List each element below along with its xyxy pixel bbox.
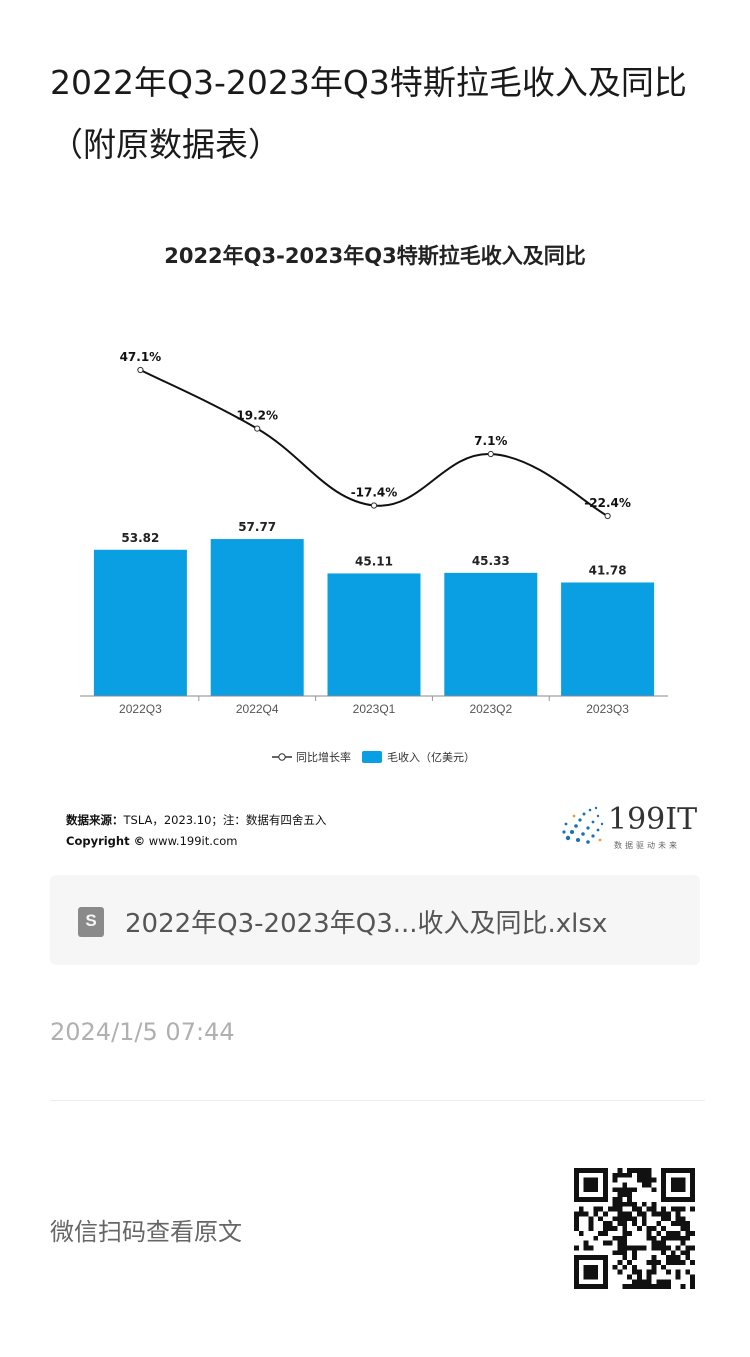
growth-rate-point [254,425,261,432]
copyright-url: www.199it.com [148,834,238,848]
legend-line-marker [278,753,286,761]
chart-card: 2022年Q3-2023年Q3特斯拉毛收入及同比 53.82 57.77 45.11… [50,215,700,860]
x-tick-label: 2023Q2 [469,702,512,716]
x-tick-label: 2023Q1 [353,702,396,716]
source-label: 数据来源： [66,813,124,827]
growth-rate-label: 19.2% [236,409,278,423]
chart-legend: 同比增长率 毛收入（亿美元） [272,750,475,764]
spreadsheet-icon: S [78,907,104,937]
x-tick-label: 2022Q3 [119,702,162,716]
bar-value-label: 45.11 [355,554,393,568]
bar-value-label: 45.33 [472,554,510,568]
logo-dots-icon [562,806,604,844]
legend-item-revenue: 毛收入（亿美元） [387,750,475,764]
qr-caption: 微信扫码查看原文 [50,1218,242,1246]
growth-rate-label: 47.1% [120,350,162,364]
growth-rate-label: 7.1% [474,434,507,448]
growth-rate-label: -22.4% [584,496,631,510]
divider [50,1100,705,1101]
x-tick-label: 2023Q3 [586,702,629,716]
bar-2023Q1 [327,573,421,696]
legend-item-growth-rate: 同比增长率 [296,750,351,764]
source-text: TSLA，2023.10；注：数据有四舍五入 [123,813,327,827]
bar-2023Q2 [444,572,538,696]
page-title: 2022年Q3-2023年Q3特斯拉毛收入及同比（附原数据表） [50,63,687,164]
growth-rate-point [137,366,144,374]
growth-rate-point [487,450,494,458]
bar-2022Q4 [210,539,304,696]
bar-2023Q3 [561,582,655,696]
bar-series: 53.82 57.77 45.11 45.33 41.78 [93,520,655,696]
copyright-label: Copyright © [66,834,146,848]
bar-value-label: 41.78 [589,563,627,577]
bar-value-label: 57.77 [238,520,276,534]
bar-value-label: 53.82 [121,531,159,545]
legend-bar-swatch [362,751,382,763]
qr-code-icon[interactable] [574,1168,695,1289]
growth-rate-point [370,502,378,509]
logo-text: 199IT [608,802,698,837]
logo-subtitle: 数据驱动未来 [614,841,680,850]
revenue-yoy-chart: 2022年Q3-2023年Q3特斯拉毛收入及同比 53.82 57.77 45.11… [80,244,668,764]
brand-logo: 199IT 数据驱动未来 [558,800,698,855]
x-axis-ticks: 2022Q3 2022Q4 2023Q1 2023Q2 2023Q3 [119,696,629,716]
data-source-note: 数据来源：TSLA，2023.10；注：数据有四舍五入 Copyright © … [66,810,326,852]
publish-timestamp: 2024/1/5 07:44 [50,1018,235,1046]
attachment-filename[interactable]: 2022年Q3-2023年Q3...收入及同比.xlsx [125,909,608,939]
growth-rate-label: -17.4% [351,485,398,499]
chart-title: 2022年Q3-2023年Q3特斯拉毛收入及同比 [164,244,586,268]
line-series: 47.1% 19.2% -17.4% 7.1% -22.4% [120,350,631,520]
attachment-card[interactable]: S 2022年Q3-2023年Q3...收入及同比.xlsx [50,875,700,965]
growth-rate-point [604,512,611,520]
bar-2022Q3 [93,549,187,696]
x-tick-label: 2022Q4 [236,702,279,716]
